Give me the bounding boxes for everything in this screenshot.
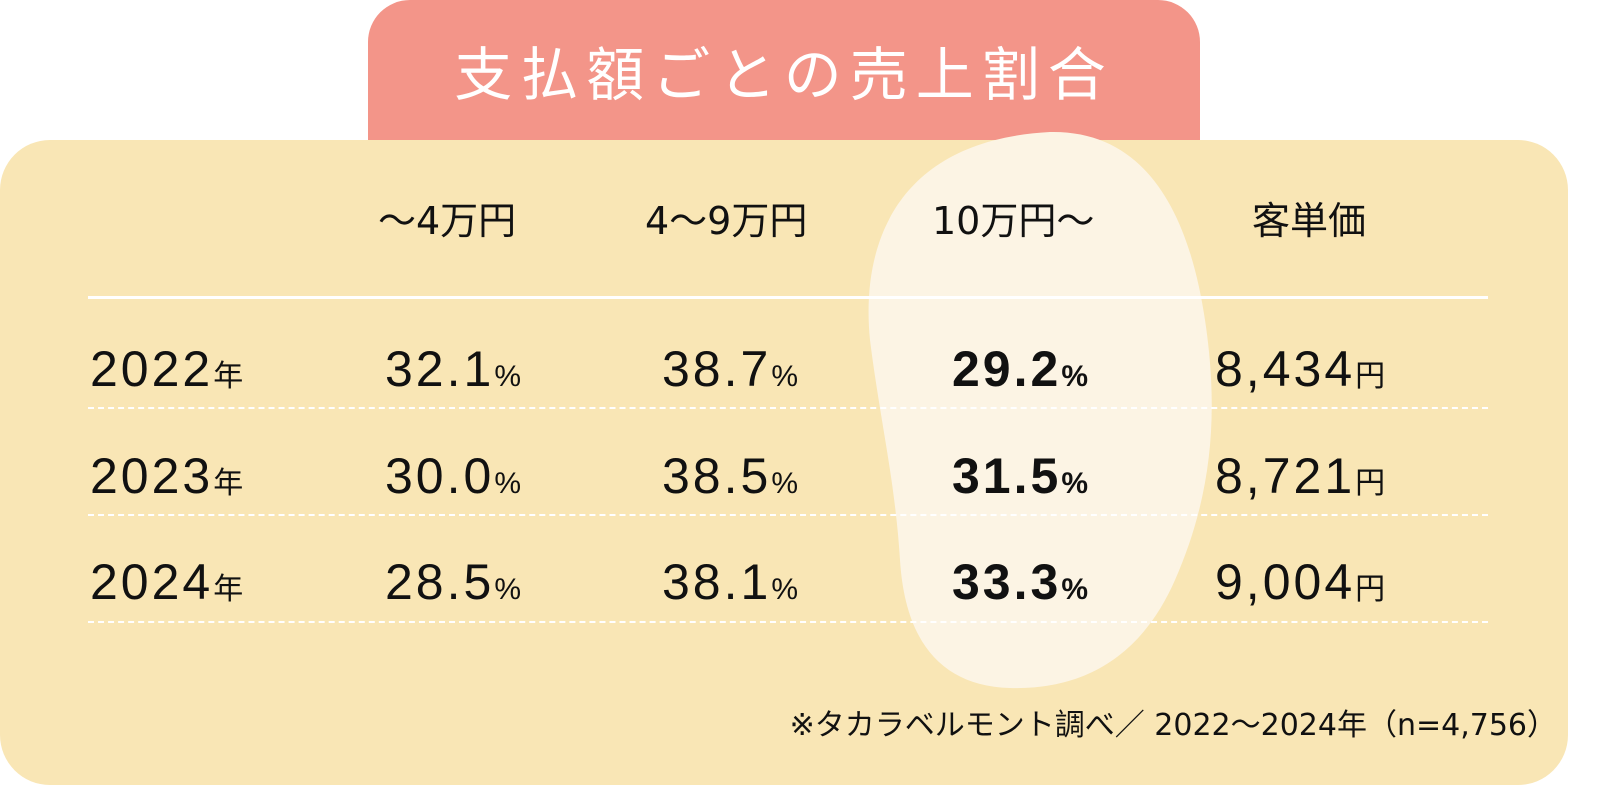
cell-over-100k-value: 33.3 [952, 554, 1062, 610]
row-year: 2023年 [90, 447, 243, 505]
cell-under-40k-value: 28.5 [385, 554, 495, 610]
cell-avg-spend-value: 8,721 [1215, 448, 1356, 504]
row-year-value: 2023 [90, 448, 214, 504]
cell-under-40k-unit: % [494, 467, 522, 500]
cell-40k-90k: 38.7% [662, 340, 798, 398]
row-year-value: 2024 [90, 554, 214, 610]
cell-over-100k-value: 29.2 [952, 341, 1062, 397]
header-over-100k: 10万円～ [932, 199, 1095, 243]
header-avg-spend: 客単価 [1252, 199, 1367, 243]
row-year-value: 2022 [90, 341, 214, 397]
cell-40k-90k-value: 38.1 [662, 554, 772, 610]
source-note: ※タカラベルモント調べ／ 2022～2024年（n=4,756） [789, 708, 1557, 743]
row-divider [88, 621, 1488, 623]
header-under-40k: ～4万円 [378, 199, 517, 243]
row-year: 2022年 [90, 340, 243, 398]
cell-avg-spend: 8,721円 [1215, 447, 1385, 505]
cell-over-100k: 33.3% [952, 553, 1088, 611]
cell-avg-spend-unit: 円 [1355, 467, 1386, 500]
cell-40k-90k-value: 38.5 [662, 448, 772, 504]
cell-under-40k: 32.1% [385, 340, 521, 398]
row-year-unit: 年 [213, 467, 244, 500]
cell-under-40k-unit: % [494, 573, 522, 606]
cell-40k-90k-value: 38.7 [662, 341, 772, 397]
row-divider [88, 407, 1488, 409]
cell-avg-spend: 8,434円 [1215, 340, 1385, 398]
cell-under-40k-value: 32.1 [385, 341, 495, 397]
cell-avg-spend-value: 9,004 [1215, 554, 1356, 610]
cell-over-100k-unit: % [1061, 360, 1089, 393]
cell-avg-spend-value: 8,434 [1215, 341, 1356, 397]
cell-under-40k-unit: % [494, 360, 522, 393]
cell-avg-spend: 9,004円 [1215, 553, 1385, 611]
cell-under-40k-value: 30.0 [385, 448, 495, 504]
cell-40k-90k-unit: % [771, 573, 799, 606]
cell-avg-spend-unit: 円 [1355, 360, 1386, 393]
cell-40k-90k-unit: % [771, 360, 799, 393]
row-divider [88, 514, 1488, 516]
cell-over-100k-unit: % [1061, 467, 1089, 500]
header-40k-90k: 4～9万円 [645, 199, 808, 243]
cell-40k-90k-unit: % [771, 467, 799, 500]
cell-over-100k-unit: % [1061, 573, 1089, 606]
cell-avg-spend-unit: 円 [1355, 573, 1386, 606]
page-title: 支払額ごとの売上割合 [454, 41, 1114, 109]
cell-under-40k: 30.0% [385, 447, 521, 505]
cell-40k-90k: 38.5% [662, 447, 798, 505]
table-panel [0, 140, 1568, 785]
cell-over-100k-value: 31.5 [952, 448, 1062, 504]
row-year: 2024年 [90, 553, 243, 611]
cell-under-40k: 28.5% [385, 553, 521, 611]
row-year-unit: 年 [213, 360, 244, 393]
header-divider [88, 296, 1488, 299]
row-year-unit: 年 [213, 573, 244, 606]
cell-40k-90k: 38.1% [662, 553, 798, 611]
cell-over-100k: 29.2% [952, 340, 1088, 398]
cell-over-100k: 31.5% [952, 447, 1088, 505]
